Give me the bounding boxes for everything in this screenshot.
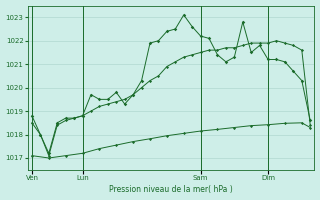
X-axis label: Pression niveau de la mer( hPa ): Pression niveau de la mer( hPa ) [109,185,233,194]
